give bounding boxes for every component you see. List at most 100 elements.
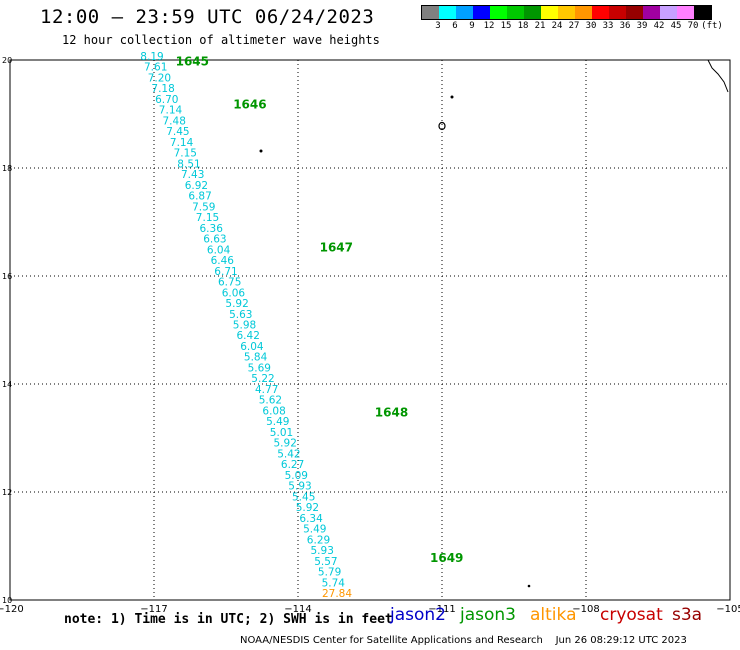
legend-swatch <box>558 6 575 19</box>
swh-value: 6.75 <box>218 277 241 289</box>
lon-tick-label: −114 <box>284 604 311 615</box>
legend-jason3: jason3 <box>460 605 516 625</box>
swh-value: 27.84 <box>322 588 352 600</box>
swh-value: 6.04 <box>240 341 264 353</box>
swh-value: 6.29 <box>307 534 330 546</box>
lat-tick-label: 18 <box>2 164 12 173</box>
legend-tick-label: 12 <box>483 21 495 31</box>
swh-value: 5.92 <box>296 502 319 514</box>
swh-value: 6.06 <box>222 287 246 299</box>
legend-tick-label: 21 <box>534 21 546 31</box>
swh-value: 5.22 <box>251 373 274 385</box>
swh-value: 5.92 <box>274 438 297 450</box>
swh-value: 5.98 <box>233 320 256 332</box>
legend-swatches <box>421 5 712 20</box>
lon-tick-label: −120 <box>0 604 24 615</box>
lon-tick-label: −117 <box>140 604 167 615</box>
legend-swatch <box>422 6 439 19</box>
legend-swatch <box>677 6 694 19</box>
legend-tick-label: 3 <box>435 21 441 31</box>
legend-swatch <box>643 6 660 19</box>
legend-tick-label: 70 <box>687 21 699 31</box>
swh-value: 5.63 <box>229 309 252 321</box>
legend-tick-label: 9 <box>469 21 475 31</box>
legend-swatch <box>541 6 558 19</box>
swh-value: 6.42 <box>237 330 260 342</box>
swh-value: 8.51 <box>177 158 200 170</box>
pass-time-label: 1647 <box>320 241 353 255</box>
legend-swatch <box>490 6 507 19</box>
swh-value: 7.14 <box>170 137 194 149</box>
legend-jason2: jason2 <box>390 605 446 625</box>
legend-unit: (ft) <box>701 21 723 31</box>
swh-value: 6.46 <box>211 255 235 267</box>
legend-swatch <box>575 6 592 19</box>
swh-value: 5.01 <box>270 427 293 439</box>
legend-tick-label: 15 <box>500 21 512 31</box>
swh-value: 8.19 <box>140 51 163 63</box>
lat-tick-label: 20 <box>2 56 12 65</box>
swh-value: 7.15 <box>174 148 197 160</box>
coastline <box>707 59 729 93</box>
swh-value: 5.92 <box>225 298 248 310</box>
legend-tick-label: 18 <box>517 21 529 31</box>
swh-value: 5.45 <box>292 491 315 503</box>
legend-swatch <box>439 6 456 19</box>
swh-value: 7.45 <box>166 126 189 138</box>
swh-value: 6.71 <box>214 266 237 278</box>
swh-value: 6.04 <box>207 244 231 256</box>
lon-tick-label: −105 <box>716 604 740 615</box>
legend-altika: altika <box>530 605 577 625</box>
swh-value: 7.61 <box>144 62 167 74</box>
legend-tick-label: 39 <box>636 21 648 31</box>
swh-value: 5.74 <box>322 577 346 589</box>
swh-value: 7.14 <box>159 105 183 117</box>
pass-time-label: 1648 <box>375 405 408 419</box>
swh-value: 5.57 <box>314 556 337 568</box>
swh-value: 7.15 <box>196 212 219 224</box>
legend-cryosat: cryosat <box>600 605 663 625</box>
swh-value: 7.43 <box>181 169 204 181</box>
swh-value: 4.77 <box>255 384 278 396</box>
lat-tick-label: 16 <box>2 272 12 281</box>
swh-value: 6.36 <box>200 223 224 235</box>
legend-tick-label: 27 <box>568 21 580 31</box>
lat-tick-label: 10 <box>2 596 12 605</box>
lat-tick-label: 14 <box>2 380 12 389</box>
lon-tick-label: −111 <box>428 604 455 615</box>
legend-tick-label: 6 <box>452 21 458 31</box>
swh-value: 5.09 <box>285 470 308 482</box>
swh-value: 6.63 <box>203 234 226 246</box>
island-san-benedicto <box>450 95 454 99</box>
swh-value: 5.62 <box>259 395 282 407</box>
color-legend: 3 6 9 12 15 18 21 24 27 30 33 36 39 42 45 70 (ft) <box>421 5 723 32</box>
chart-subtitle: 12 hour collection of altimeter wave hei… <box>62 33 380 47</box>
swh-value: 6.70 <box>155 94 178 106</box>
swh-value: 7.48 <box>163 115 186 127</box>
pass-time-label: 1645 <box>176 54 209 68</box>
swh-value: 6.34 <box>299 513 323 525</box>
map-frame <box>9 59 731 601</box>
swh-value: 5.69 <box>248 362 271 374</box>
legend-swatch <box>609 6 626 19</box>
swh-value: 5.42 <box>277 448 300 460</box>
legend-swatch <box>473 6 490 19</box>
legend-tick-label: 42 <box>653 21 665 31</box>
swh-value: 5.93 <box>311 545 334 557</box>
legend-swatch <box>524 6 541 19</box>
lon-tick-label: −108 <box>572 604 599 615</box>
swh-value: 6.27 <box>281 459 304 471</box>
swh-value: 6.87 <box>188 191 211 203</box>
island-socorro <box>438 121 446 131</box>
swh-value: 5.93 <box>288 481 311 493</box>
island-clarion <box>259 149 263 153</box>
chart-title: 12:00 – 23:59 UTC 06/24/2023 <box>40 6 375 28</box>
legend-tick-label: 33 <box>602 21 614 31</box>
swh-value: 6.08 <box>262 405 285 417</box>
swh-value: 7.20 <box>148 72 171 84</box>
legend-swatch <box>456 6 473 19</box>
legend-s3a: s3a <box>672 605 703 625</box>
legend-swatch <box>660 6 677 19</box>
note-text: note: 1) Time is in UTC; 2) SWH is in fe… <box>64 612 393 627</box>
